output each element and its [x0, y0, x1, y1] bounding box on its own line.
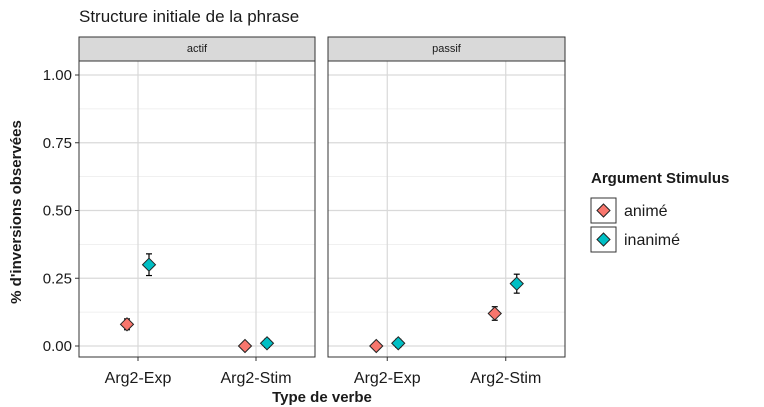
data-point-inanimé-Arg2-Stim: [259, 336, 275, 351]
panel-border: [78, 60, 316, 358]
data-point-animé-Arg2-Exp: [369, 338, 384, 354]
legend-label-inanimé: inanimé: [624, 232, 680, 249]
y-axis-title: % d'inversions observées: [8, 120, 25, 304]
legend-title: Argument Stimulus: [591, 170, 729, 187]
panel-border: [327, 60, 566, 358]
legend-label-animé: animé: [624, 203, 668, 220]
facet-panel-passif: passif: [327, 36, 566, 358]
y-tick-label: 0.25: [43, 270, 72, 287]
facet-strip-label: actif: [187, 43, 208, 55]
y-tick-label: 0.00: [43, 338, 72, 355]
data-point-inanimé-Arg2-Exp: [141, 257, 157, 272]
y-tick-label: 1.00: [43, 67, 72, 84]
facet-strip: [78, 36, 316, 62]
data-point-animé-Arg2-Stim: [487, 306, 502, 321]
chart-title: Structure initiale de la phrase: [79, 7, 299, 26]
legend-marker-inanimé: [596, 232, 611, 247]
x-tick-label: Arg2-Stim: [470, 370, 541, 387]
facet-panels: actif passif: [78, 36, 566, 358]
x-tick-label: Arg2-Stim: [220, 370, 291, 387]
data-point-inanimé-Arg2-Stim: [509, 276, 524, 291]
x-axis-ticks: Arg2-Exp Arg2-Stim Arg2-Exp Arg2-Stim: [105, 357, 541, 387]
facet-panel-actif: actif: [78, 36, 316, 358]
x-tick-label: Arg2-Exp: [105, 370, 172, 387]
x-axis-title: Type de verbe: [272, 389, 372, 406]
data-point-animé-Arg2-Stim: [237, 338, 253, 354]
y-tick-label: 0.75: [43, 135, 72, 152]
y-axis-ticks: 0.00 0.25 0.50 0.75 1.00: [43, 67, 79, 355]
x-tick-label: Arg2-Exp: [354, 370, 421, 387]
y-tick-label: 0.50: [43, 203, 72, 220]
panel-background: [328, 61, 565, 357]
panel-background: [79, 61, 315, 357]
legend: Argument Stimulus animé inanimé: [590, 170, 729, 253]
legend-marker-animé: [596, 203, 611, 218]
data-point-inanimé-Arg2-Exp: [391, 336, 406, 351]
facet-strip: [327, 36, 566, 62]
facet-strip-label: passif: [432, 43, 462, 55]
data-point-animé-Arg2-Exp: [119, 317, 135, 332]
